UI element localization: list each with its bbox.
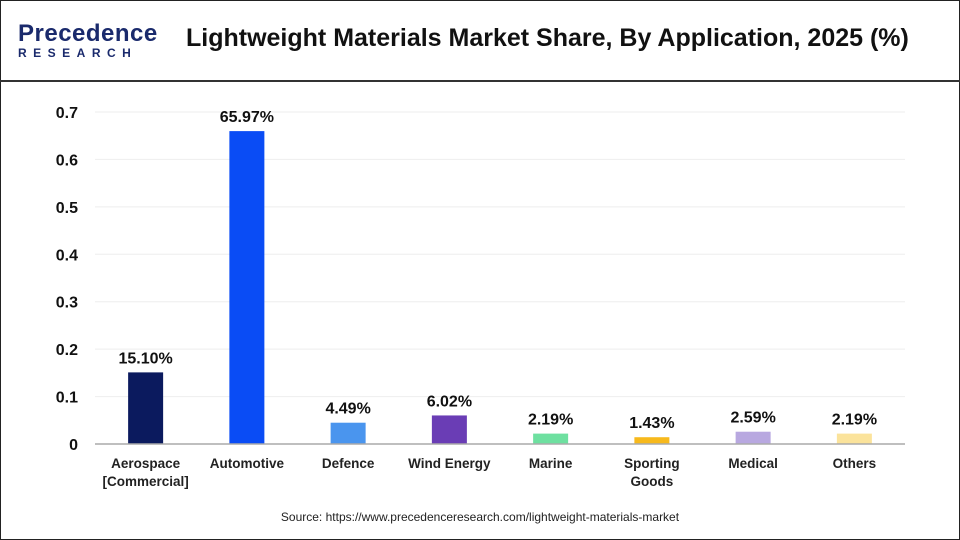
- y-tick-label: 0.5: [56, 200, 78, 217]
- bar: [431, 415, 467, 444]
- x-tick-label: Others: [833, 456, 877, 471]
- bar: [229, 131, 265, 444]
- x-tick-label: Goods: [631, 474, 674, 489]
- x-tick-label: Marine: [529, 456, 573, 471]
- source-text: Source: https://www.precedenceresearch.c…: [280, 510, 680, 524]
- x-tick-label: Sporting: [624, 456, 680, 471]
- logo-line2: RESEARCH: [18, 46, 138, 60]
- logo-line1: Precedence: [18, 20, 158, 47]
- data-label: 15.10%: [118, 350, 172, 367]
- y-tick-label: 0.7: [56, 105, 78, 122]
- bar: [330, 422, 366, 444]
- bar: [836, 433, 872, 444]
- y-tick-label: 0.6: [56, 152, 78, 169]
- x-tick-label: [Commercial]: [102, 474, 188, 489]
- y-tick-label: 0.2: [56, 342, 78, 359]
- y-tick-label: 0: [69, 437, 78, 454]
- data-label: 6.02%: [427, 393, 472, 410]
- bar: [533, 433, 569, 444]
- bar: [735, 431, 771, 444]
- data-label: 2.19%: [832, 412, 877, 429]
- data-label: 4.49%: [325, 401, 370, 418]
- data-label: 1.43%: [629, 415, 674, 432]
- bar: [634, 437, 670, 444]
- x-tick-label: Aerospace: [111, 456, 181, 471]
- y-tick-label: 0.1: [56, 390, 78, 407]
- data-label: 2.59%: [730, 410, 775, 427]
- x-tick-label: Wind Energy: [408, 456, 491, 471]
- chart-title: Lightweight Materials Market Share, By A…: [186, 24, 909, 52]
- x-tick-label: Defence: [322, 456, 375, 471]
- data-label: 2.19%: [528, 412, 573, 429]
- bar: [128, 372, 164, 444]
- x-tick-label: Medical: [728, 456, 778, 471]
- x-tick-label: Automotive: [210, 456, 285, 471]
- data-label: 65.97%: [220, 109, 274, 126]
- y-tick-label: 0.4: [56, 247, 78, 264]
- y-tick-label: 0.3: [56, 295, 78, 312]
- header: Precedence RESEARCH Lightweight Material…: [0, 0, 960, 82]
- precedence-research-logo: Precedence RESEARCH: [18, 22, 158, 62]
